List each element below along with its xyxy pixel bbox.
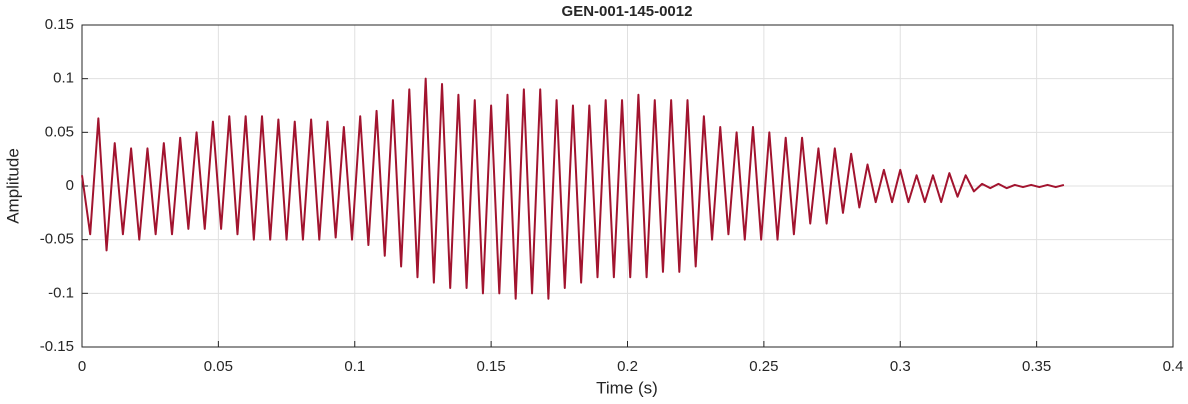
waveform-line	[81, 77, 1065, 300]
x-tick-label: 0.25	[749, 358, 778, 375]
y-tick-label: 0.1	[53, 70, 74, 87]
y-tick-label: -0.05	[40, 231, 74, 248]
x-tick-label: 0.3	[890, 358, 911, 375]
x-tick-label: 0.35	[1022, 358, 1051, 375]
plot-frame	[81, 24, 1174, 348]
y-tick-label: 0	[66, 177, 74, 194]
y-tick-label: 0.15	[45, 16, 74, 33]
y-tick-label: 0.05	[45, 123, 74, 140]
y-axis-label: Amplitude	[3, 148, 22, 224]
x-tick-label: 0.1	[344, 358, 365, 375]
x-tick-label: 0	[78, 358, 86, 375]
x-tick-label: 0.4	[1163, 358, 1184, 375]
x-tick-label: 0.15	[477, 358, 506, 375]
x-axis-label: Time (s)	[596, 378, 658, 397]
y-tick-label: -0.1	[48, 284, 74, 301]
x-tick-label: 0.05	[204, 358, 233, 375]
y-tick-label: -0.15	[40, 338, 74, 355]
chart-title: GEN-001-145-0012	[562, 3, 693, 20]
x-tick-label: 0.2	[617, 358, 638, 375]
